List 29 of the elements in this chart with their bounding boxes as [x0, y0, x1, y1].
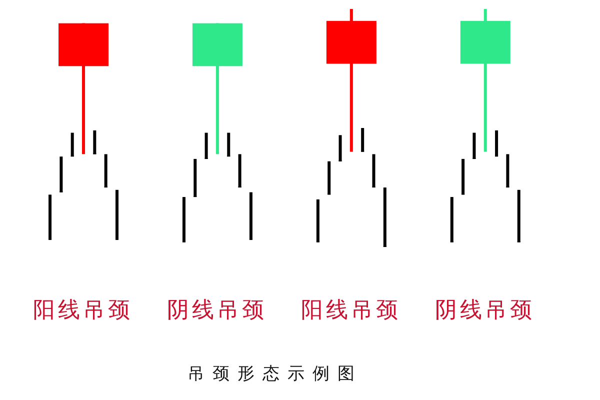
candlestick	[372, 154, 376, 188]
candlestick	[204, 132, 208, 159]
candlestick	[227, 132, 230, 157]
candlestick	[238, 154, 242, 188]
candlestick	[194, 158, 197, 198]
candlestick	[450, 197, 454, 242]
candlestick	[182, 197, 186, 242]
candlestick	[116, 190, 118, 240]
candlestick	[338, 135, 342, 162]
candlestick	[506, 154, 510, 188]
x-tick-label: 阴线吊颈	[167, 298, 268, 323]
candlestick	[495, 130, 498, 157]
candlestick	[383, 188, 386, 247]
candlestick	[472, 132, 476, 159]
candlestick	[328, 161, 331, 195]
candlestick	[517, 190, 520, 242]
candlestick	[48, 194, 52, 240]
candlestick	[60, 156, 63, 192]
candlestick	[104, 154, 108, 188]
x-tick-label: 阳线吊颈	[33, 298, 134, 323]
x-tick-label: 阳线吊颈	[300, 298, 401, 323]
candlestick	[316, 199, 320, 242]
x-tick-label: 阴线吊颈	[434, 298, 535, 323]
candlestick	[93, 130, 96, 154]
candlestick	[70, 132, 74, 157]
candlestick	[249, 192, 252, 240]
text: 吊颈形态示例图	[186, 363, 364, 385]
candlestick	[361, 128, 364, 152]
candlestick	[462, 158, 465, 195]
